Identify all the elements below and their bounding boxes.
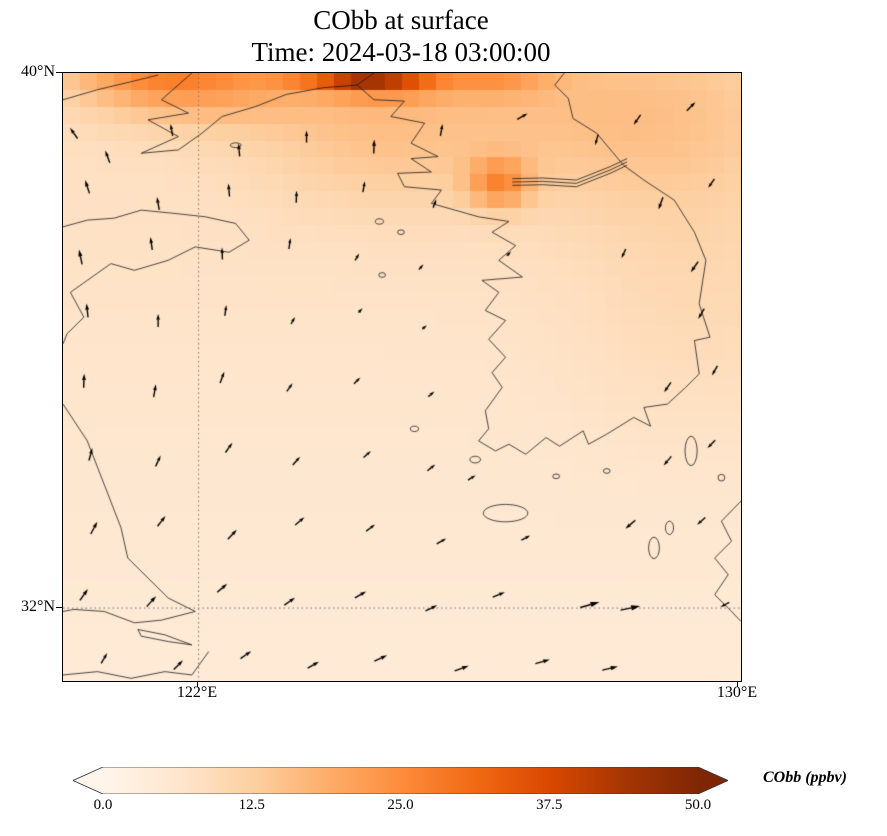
map-panel: [62, 72, 742, 682]
xtick-122e: 122°E: [176, 684, 218, 701]
map-canvas: [63, 73, 741, 681]
colorbar: [72, 766, 729, 795]
colorbar-tick-0: 0.0: [93, 797, 113, 813]
colorbar-tick-3: 37.5: [536, 797, 563, 813]
colorbar-tick-2: 25.0: [387, 797, 414, 813]
xtick-130e: 130°E: [716, 684, 758, 701]
colorbar-tick-4: 50.0: [684, 797, 712, 813]
title-line1: CObb at surface: [313, 5, 489, 35]
ytick-40n: 40°N: [21, 63, 55, 80]
ytickmark-32n: [56, 607, 62, 608]
ytick-32n: 32°N: [21, 598, 55, 615]
title-line2: Time: 2024-03-18 03:00:00: [251, 37, 551, 68]
colorbar-label: CObb (ppbv): [763, 769, 847, 786]
xtickmark-130e: [737, 681, 738, 687]
colorbar-gradient: [72, 766, 729, 795]
xtickmark-122e: [197, 681, 198, 687]
ytickmark-40n: [56, 72, 62, 73]
plot-title: CObb at surface Time: 2024-03-18 03:00:0…: [62, 4, 740, 69]
colorbar-tick-1: 12.5: [238, 797, 265, 813]
